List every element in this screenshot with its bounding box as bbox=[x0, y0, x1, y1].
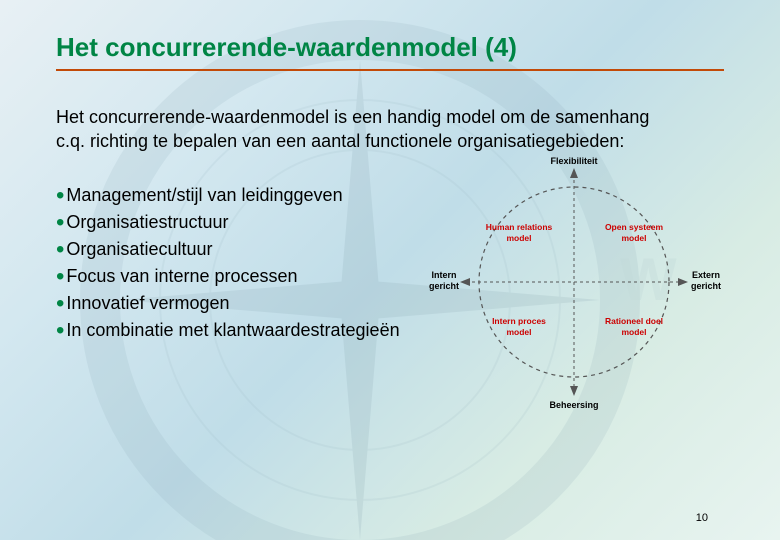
bullet-list: •Management/stijl van leidinggeven •Orga… bbox=[56, 182, 412, 344]
list-item: •Organisatiecultuur bbox=[56, 236, 412, 263]
slide-title: Het concurrerende-waardenmodel (4) bbox=[56, 32, 724, 63]
page-number: 10 bbox=[696, 512, 708, 524]
svg-text:Beheersing: Beheersing bbox=[549, 400, 598, 410]
intro-text: Het concurrerende-waardenmodel is een ha… bbox=[56, 105, 676, 154]
svg-text:model: model bbox=[621, 233, 646, 243]
list-item: •Organisatiestructuur bbox=[56, 209, 412, 236]
svg-text:Intern: Intern bbox=[431, 270, 456, 280]
svg-text:Open systeem: Open systeem bbox=[605, 222, 664, 232]
svg-text:Extern: Extern bbox=[692, 270, 720, 280]
title-underline bbox=[56, 69, 724, 71]
svg-text:model: model bbox=[506, 327, 531, 337]
svg-text:Flexibiliteit: Flexibiliteit bbox=[550, 156, 597, 166]
list-item: •Management/stijl van leidinggeven bbox=[56, 182, 412, 209]
svg-text:model: model bbox=[621, 327, 646, 337]
svg-text:model: model bbox=[506, 233, 531, 243]
svg-text:Intern proces: Intern proces bbox=[492, 316, 546, 326]
svg-text:gericht: gericht bbox=[429, 281, 459, 291]
list-item: •Focus van interne processen bbox=[56, 263, 412, 290]
list-item: •In combinatie met klantwaardestrategieë… bbox=[56, 317, 412, 344]
quadrant-diagram: Flexibiliteit Beheersing Intern gericht … bbox=[424, 152, 724, 417]
list-item: •Innovatief vermogen bbox=[56, 290, 412, 317]
svg-text:gericht: gericht bbox=[691, 281, 721, 291]
svg-text:Human relations: Human relations bbox=[486, 222, 553, 232]
svg-text:Rationeel doel: Rationeel doel bbox=[605, 316, 663, 326]
